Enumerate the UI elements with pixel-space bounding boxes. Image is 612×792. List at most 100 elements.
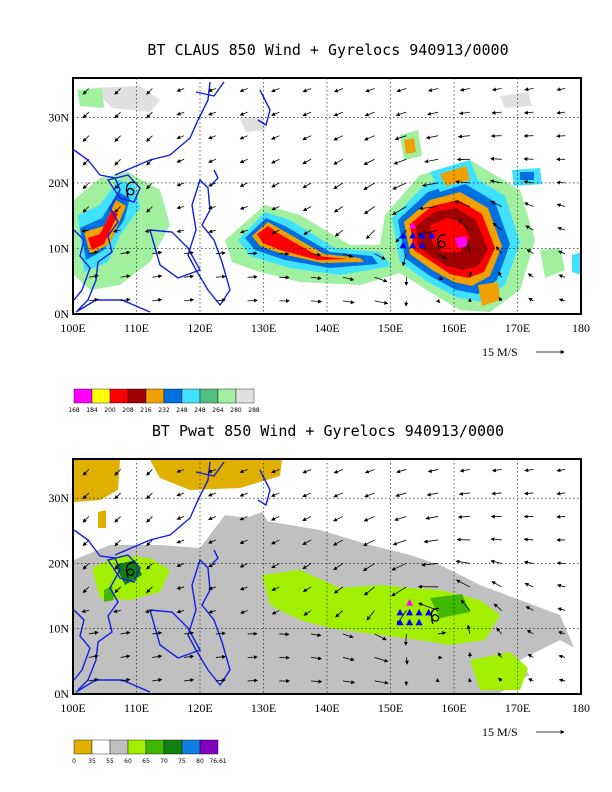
colorbar-swatch (127, 388, 147, 404)
y-tick-label: 10N (48, 622, 69, 636)
wind-vector (492, 222, 502, 231)
wind-vector (374, 633, 387, 641)
wind-vector (302, 563, 312, 570)
wind-vector (302, 516, 312, 521)
wind-vector (556, 134, 566, 139)
wind-vector (271, 206, 280, 211)
colorbar-label: 248 (194, 407, 206, 414)
wind-vector (459, 111, 470, 116)
wind-vector (146, 586, 153, 594)
wind-vector (184, 678, 195, 683)
wind-vector (556, 203, 566, 208)
wind-vector (457, 134, 470, 139)
wind-vector (333, 88, 344, 93)
wind-vector (493, 603, 502, 611)
wind-vector (333, 111, 344, 117)
wind-vector (468, 271, 473, 278)
wind-vector (523, 156, 534, 161)
wind-vector (491, 468, 502, 473)
cyclone-symbol (125, 562, 135, 579)
wind-vector (468, 678, 473, 683)
wind-vector (247, 678, 258, 683)
wind-vector (208, 205, 216, 210)
wind-vector (208, 563, 217, 568)
wind-vector (342, 276, 355, 282)
wind-vector (455, 179, 470, 184)
wind-vector (82, 88, 90, 95)
gyre-marker (399, 241, 407, 249)
wind-vector (113, 609, 121, 614)
wind-vector (333, 492, 344, 498)
wind-vector (215, 274, 226, 279)
wind-vector (421, 182, 439, 188)
cyclone-symbol (430, 607, 440, 624)
wind-vector (364, 492, 375, 498)
colorbar-label: 208 (122, 407, 134, 414)
wind-vector (82, 135, 90, 142)
wind-vector (239, 158, 248, 164)
colorbar-swatch (181, 739, 201, 755)
colorbar-swatch (109, 388, 129, 404)
gyre-marker (409, 241, 417, 249)
wind-vector (271, 229, 280, 234)
cloud-area-orange (252, 222, 364, 263)
wind-vector (556, 110, 566, 115)
pwat-area-orange (98, 510, 106, 528)
wind-vector (525, 225, 534, 231)
wind-vector (396, 88, 407, 93)
wind-vector (460, 599, 471, 611)
wind-vector (239, 135, 248, 140)
wind-vector (271, 111, 280, 116)
wind-vector (270, 516, 280, 521)
wind-vector (271, 158, 280, 164)
gyre-marker (409, 222, 417, 229)
wind-vector (556, 87, 566, 92)
colorbar-label: 75 (178, 758, 186, 765)
wind-vector (311, 252, 322, 257)
wind-vector (240, 610, 248, 614)
wind-vector (418, 206, 439, 211)
wind-vector (208, 539, 217, 544)
x-tick-label: 180 (572, 321, 590, 335)
wind-vector (176, 539, 185, 544)
cloud-area-orange (520, 172, 534, 180)
colorbar-swatch (181, 388, 201, 404)
wind-vector (427, 88, 439, 92)
wind-vector (208, 111, 217, 116)
wind-vector (114, 111, 121, 119)
wind-vector (396, 469, 407, 474)
wind-vector (525, 606, 534, 611)
wind-vector (120, 677, 131, 682)
wind-vector (239, 206, 248, 210)
gyre-marker (409, 231, 417, 239)
wind-vector (556, 468, 566, 473)
wind-vector (302, 88, 312, 93)
wind-vector (184, 298, 195, 303)
wind-vector (114, 88, 121, 95)
wind-vector (239, 539, 248, 544)
wind-vector (146, 182, 153, 190)
wind-vector (425, 135, 439, 140)
colorbar-swatch (199, 388, 219, 404)
wind-vector (146, 159, 153, 166)
wind-vector (239, 516, 248, 521)
wind-vector (491, 491, 502, 496)
wind-vector (146, 88, 153, 95)
colorbar: 0 35 55 60 65 70 75 80 76.61 (72, 739, 227, 765)
wind-vector (557, 250, 566, 255)
colorbar-swatch (73, 388, 93, 404)
wind-vector (120, 274, 131, 279)
x-tick-label: 140E (314, 701, 339, 715)
wind-vector (88, 250, 99, 255)
wind-vector (88, 297, 99, 302)
wind-vector (311, 299, 323, 304)
pwat-area-white (520, 640, 580, 693)
colorbar-label: 280 (230, 407, 242, 414)
wind-vector (365, 88, 375, 93)
wind-vector (457, 219, 471, 231)
colorbar-swatch (199, 739, 219, 755)
cloud-area-pink (455, 236, 468, 248)
colorbar-swatch (91, 388, 111, 404)
wind-vector (490, 559, 502, 564)
gyre-marker (406, 608, 414, 616)
